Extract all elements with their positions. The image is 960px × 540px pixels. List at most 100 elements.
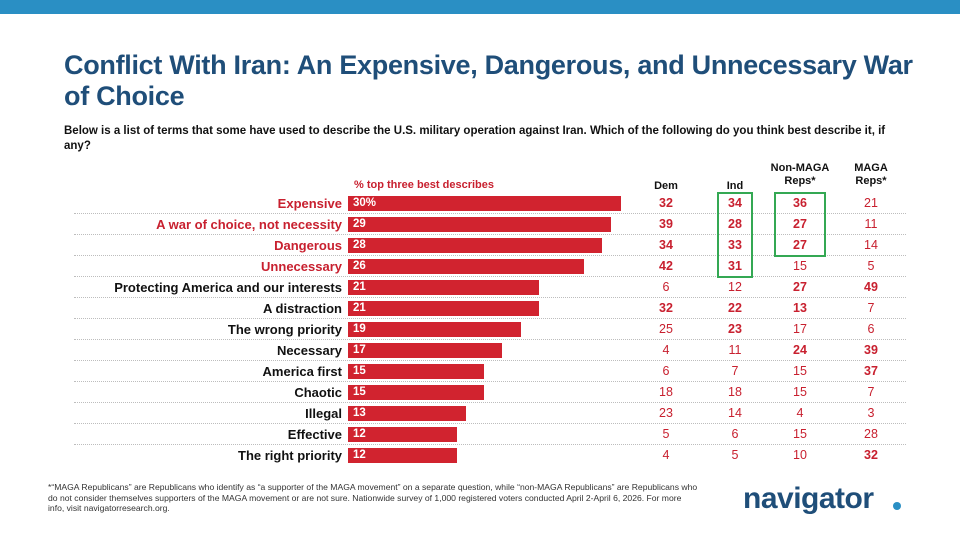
table-cell: 5 xyxy=(731,448,739,462)
row-divider xyxy=(74,423,906,424)
table-cell: 22 xyxy=(728,301,742,315)
slide-title: Conflict With Iran: An Expensive, Danger… xyxy=(64,50,913,111)
table-cell: 23 xyxy=(659,406,673,420)
highlight-box xyxy=(774,192,826,257)
category-label: Chaotic xyxy=(294,385,342,400)
table-cell: 36 xyxy=(793,196,807,210)
bar xyxy=(348,385,485,400)
table-cell: 27 xyxy=(793,217,807,231)
table-cell: 17 xyxy=(793,322,807,336)
bar-value-label: 21 xyxy=(353,281,366,293)
row-divider xyxy=(74,234,906,235)
column-header-1: Dem xyxy=(654,180,678,192)
bar-value-label: 17 xyxy=(353,344,366,356)
table-cell: 32 xyxy=(864,448,878,462)
table-cell: 28 xyxy=(864,427,878,441)
bar xyxy=(348,301,539,316)
table-cell: 3 xyxy=(867,406,875,420)
table-cell: 39 xyxy=(864,343,878,357)
table-cell: 49 xyxy=(864,280,878,294)
table-cell: 32 xyxy=(659,196,673,210)
table-cell: 15 xyxy=(793,259,807,273)
row-divider xyxy=(74,297,906,298)
bar-value-label: 21 xyxy=(353,302,366,314)
bar xyxy=(348,280,539,295)
bar xyxy=(348,343,503,358)
bar xyxy=(348,322,521,337)
table-cell: 5 xyxy=(662,427,670,441)
footnote: *“MAGA Republicans” are Republicans who … xyxy=(48,482,698,513)
table-cell: 25 xyxy=(659,322,673,336)
category-label: Unnecessary xyxy=(261,259,342,274)
column-header-3: Non-MAGA Reps* xyxy=(770,162,830,187)
row-divider xyxy=(74,276,906,277)
table-cell: 15 xyxy=(793,385,807,399)
table-cell: 14 xyxy=(728,406,742,420)
bar-value-label: 30% xyxy=(353,197,377,209)
bar xyxy=(348,217,612,232)
table-cell: 4 xyxy=(662,448,670,462)
table-cell: 4 xyxy=(662,343,670,357)
category-label: The wrong priority xyxy=(227,322,342,337)
navigator-logo: navigator xyxy=(743,482,874,515)
table-cell: 11 xyxy=(728,343,742,357)
table-cell: 14 xyxy=(864,238,878,252)
table-cell: 6 xyxy=(662,364,670,378)
table-cell: 18 xyxy=(659,385,673,399)
row-divider xyxy=(74,339,906,340)
category-label: Protecting America and our interests xyxy=(114,280,342,295)
table-cell: 13 xyxy=(793,301,807,315)
category-label: America first xyxy=(262,364,342,379)
bar-value-label: 29 xyxy=(353,218,366,230)
table-cell: 27 xyxy=(793,238,807,252)
table-cell: 34 xyxy=(659,238,673,252)
category-label: Dangerous xyxy=(274,238,342,253)
category-label: A distraction xyxy=(263,301,342,316)
category-label: A war of choice, not necessity xyxy=(156,217,342,232)
table-cell: 11 xyxy=(864,217,878,231)
category-label: Expensive xyxy=(277,196,342,211)
column-header-4: MAGA Reps* xyxy=(854,162,888,187)
row-divider xyxy=(74,444,906,445)
bar xyxy=(348,406,467,421)
table-cell: 27 xyxy=(793,280,807,294)
table-cell: 4 xyxy=(796,406,804,420)
table-cell: 7 xyxy=(867,385,875,399)
table-cell: 32 xyxy=(659,301,673,315)
bar xyxy=(348,259,585,274)
bar xyxy=(348,364,485,379)
column-header-2: Ind xyxy=(726,180,744,192)
table-cell: 15 xyxy=(793,364,807,378)
bar-series-label: % top three best describes xyxy=(354,179,494,191)
category-label: Necessary xyxy=(276,343,342,358)
table-cell: 39 xyxy=(659,217,673,231)
table-cell: 28 xyxy=(728,217,742,231)
row-divider xyxy=(74,402,906,403)
table-cell: 23 xyxy=(728,322,742,336)
row-divider xyxy=(74,381,906,382)
row-divider xyxy=(74,255,906,256)
logo-dot xyxy=(893,502,901,510)
table-cell: 6 xyxy=(731,427,739,441)
bar-value-label: 19 xyxy=(353,323,366,335)
category-label: The right priority xyxy=(238,448,342,463)
table-cell: 10 xyxy=(793,448,807,462)
table-cell: 21 xyxy=(864,196,878,210)
category-label: Effective xyxy=(287,427,342,442)
table-cell: 7 xyxy=(867,301,875,315)
bar-value-label: 12 xyxy=(353,449,366,461)
bar xyxy=(348,196,621,211)
table-cell: 42 xyxy=(659,259,673,273)
bar xyxy=(348,427,457,442)
bar-value-label: 12 xyxy=(353,428,366,440)
bar-value-label: 28 xyxy=(353,239,366,251)
top-accent-bar xyxy=(0,0,960,14)
table-cell: 6 xyxy=(662,280,670,294)
row-divider xyxy=(74,360,906,361)
table-cell: 6 xyxy=(867,322,875,336)
question-text: Below is a list of terms that some have … xyxy=(64,125,886,152)
table-cell: 34 xyxy=(728,196,742,210)
category-label: Illegal xyxy=(305,406,342,421)
bar-value-label: 15 xyxy=(353,386,366,398)
bar xyxy=(348,238,603,253)
